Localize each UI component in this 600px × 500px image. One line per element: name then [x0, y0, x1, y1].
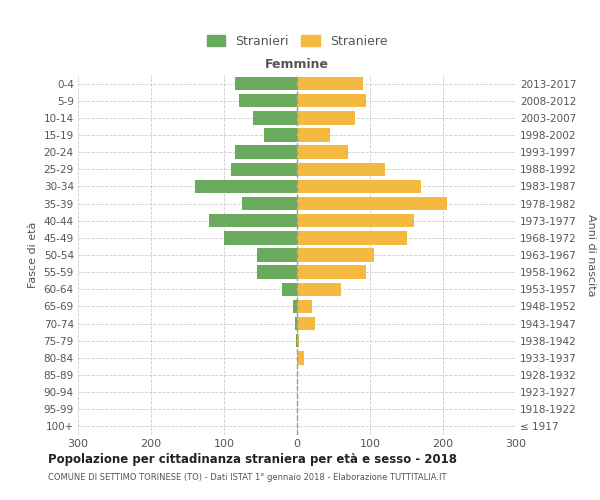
Bar — [297, 214, 414, 228]
Bar — [297, 180, 421, 193]
Bar — [257, 248, 297, 262]
Bar — [257, 266, 297, 279]
Bar — [297, 334, 299, 347]
Legend: Stranieri, Straniere: Stranieri, Straniere — [203, 31, 391, 52]
Y-axis label: Fasce di età: Fasce di età — [28, 222, 38, 288]
Bar — [297, 317, 315, 330]
Bar — [297, 77, 362, 90]
Y-axis label: Anni di nascita: Anni di nascita — [586, 214, 596, 296]
Bar — [295, 317, 297, 330]
Bar — [297, 197, 446, 210]
Bar — [297, 248, 374, 262]
Text: Femmine: Femmine — [265, 58, 329, 71]
Bar — [297, 94, 367, 108]
Bar — [297, 351, 304, 364]
Bar — [239, 94, 297, 108]
Bar — [264, 128, 297, 141]
Bar — [297, 111, 355, 124]
Bar — [224, 231, 297, 244]
Bar — [253, 111, 297, 124]
Bar — [235, 146, 297, 159]
Bar — [283, 282, 297, 296]
Bar — [232, 162, 297, 176]
Bar — [293, 300, 297, 313]
Text: Popolazione per cittadinanza straniera per età e sesso - 2018: Popolazione per cittadinanza straniera p… — [48, 452, 457, 466]
Bar — [195, 180, 297, 193]
Bar — [297, 282, 341, 296]
Bar — [297, 146, 348, 159]
Bar — [242, 197, 297, 210]
Bar — [297, 300, 311, 313]
Bar — [235, 77, 297, 90]
Bar — [297, 162, 385, 176]
Bar — [296, 334, 297, 347]
Text: COMUNE DI SETTIMO TORINESE (TO) - Dati ISTAT 1° gennaio 2018 - Elaborazione TUTT: COMUNE DI SETTIMO TORINESE (TO) - Dati I… — [48, 472, 446, 482]
Bar — [297, 128, 330, 141]
Bar — [297, 266, 367, 279]
Bar — [297, 231, 407, 244]
Bar — [209, 214, 297, 228]
